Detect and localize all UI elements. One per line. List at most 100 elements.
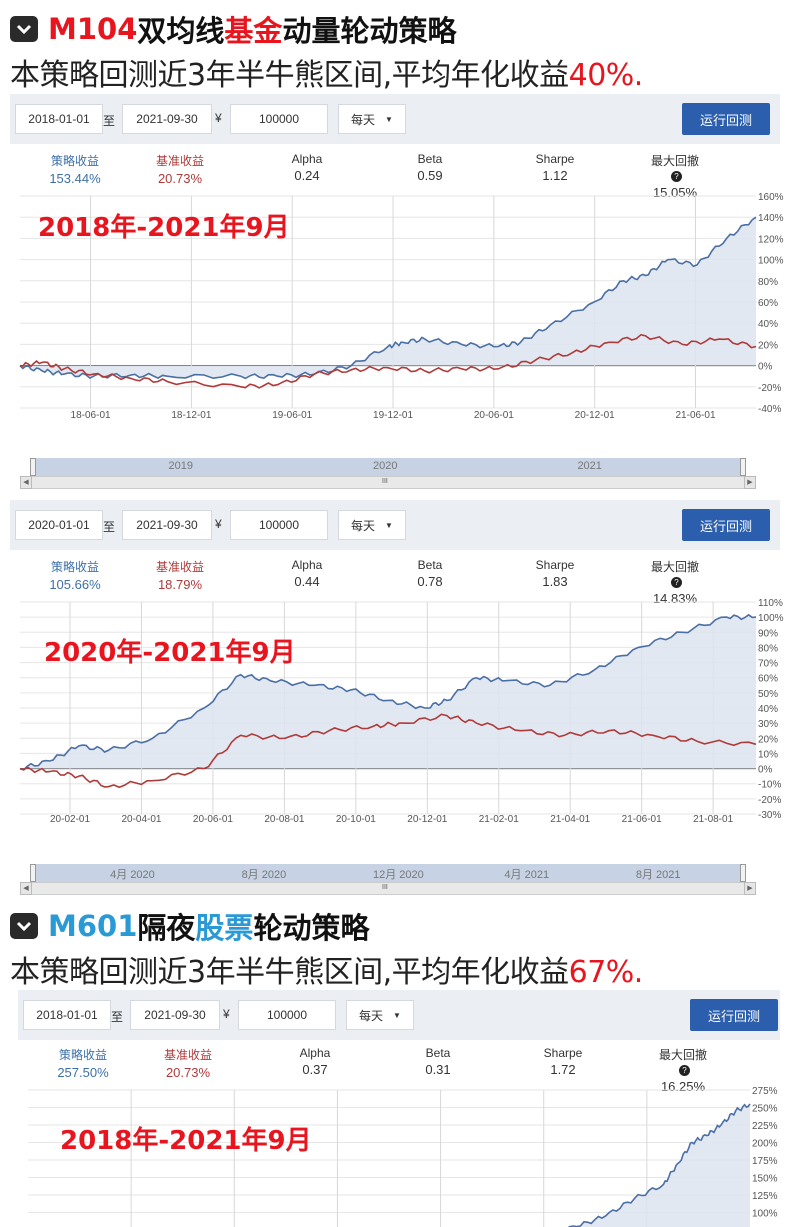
- y-tick-label: 100%: [752, 1209, 778, 1220]
- frequency-select[interactable]: 每天 ▼: [338, 104, 406, 134]
- stat-2: Alpha 0.44: [252, 558, 362, 589]
- scrollbar-grip[interactable]: III: [382, 478, 388, 485]
- scrollbar-grip[interactable]: III: [382, 884, 388, 891]
- stat-2: Alpha 0.24: [252, 152, 362, 183]
- x-tick-label: 21-08-01: [693, 814, 733, 825]
- run-backtest-button[interactable]: 运行回测: [682, 509, 770, 541]
- navigator-right-handle[interactable]: [740, 864, 746, 882]
- x-tick-label: 21-02-01: [479, 814, 519, 825]
- navigator-left-handle[interactable]: [30, 864, 36, 882]
- end-date-input[interactable]: 2021-09-30: [122, 510, 212, 540]
- help-icon[interactable]: ?: [679, 1065, 690, 1076]
- y-tick-label: -20%: [758, 795, 781, 806]
- stat-value: 0.44: [294, 574, 320, 589]
- stat-label: 策略收益: [50, 560, 99, 574]
- navigator-year-label: 2020: [373, 460, 398, 472]
- stat-1: 基准收益 18.79%: [125, 558, 235, 592]
- stat-label: 基准收益: [163, 1048, 212, 1062]
- period-annotation: 2020年-2021年9月: [44, 638, 296, 668]
- stat-2: Alpha 0.37: [260, 1046, 370, 1077]
- stat-0: 策略收益 105.66%: [20, 558, 130, 592]
- y-tick-label: 160%: [758, 192, 784, 203]
- stat-label: 最大回撤: [650, 560, 699, 574]
- y-tick-label: 40%: [758, 704, 778, 715]
- initial-capital-input[interactable]: 100000: [238, 1000, 336, 1030]
- strategy-area: [569, 1104, 750, 1227]
- section2-title: M601 隔夜 股票 轮动策略: [10, 905, 369, 947]
- x-tick-label: 20-06-01: [193, 814, 233, 825]
- stat-4: Sharpe 1.72: [508, 1046, 618, 1077]
- scroll-right-icon[interactable]: ▶: [744, 476, 756, 489]
- y-tick-label: 250%: [752, 1104, 778, 1115]
- initial-capital-input[interactable]: 100000: [230, 104, 328, 134]
- navigator-year-label: 2019: [168, 460, 194, 472]
- title-part-a: 隔夜: [137, 911, 196, 945]
- y-tick-label: -20%: [758, 383, 781, 394]
- title-part-b: 基金: [224, 14, 283, 48]
- x-tick-label: 20-12-01: [575, 410, 615, 421]
- stat-0: 策略收益 257.50%: [28, 1046, 138, 1080]
- period-annotation: 2018年-2021年9月: [38, 213, 290, 243]
- title-part-c: 动量轮动策略: [282, 14, 457, 48]
- stat-value: 20.73%: [157, 171, 203, 186]
- start-date-input[interactable]: 2018-01-01: [23, 1000, 111, 1030]
- stat-value: 1.12: [542, 168, 568, 183]
- section2-subtitle: 本策略回测近3年半牛熊区间,平均年化收益67%.: [10, 947, 643, 991]
- stat-3: Beta 0.59: [375, 152, 485, 183]
- benchmark-line: [19, 333, 757, 389]
- start-date-input[interactable]: 2020-01-01: [15, 510, 103, 540]
- y-tick-label: 40%: [758, 319, 778, 330]
- y-tick-label: 30%: [758, 719, 778, 730]
- frequency-value: 每天: [359, 1008, 384, 1023]
- scroll-left-icon[interactable]: ◀: [20, 476, 32, 489]
- x-tick-label: 20-06-01: [474, 410, 514, 421]
- strategy-line: [19, 613, 757, 771]
- subtitle-highlight: 67%.: [568, 955, 644, 990]
- stat-1: 基准收益 20.73%: [133, 1046, 243, 1080]
- end-date-input[interactable]: 2021-09-30: [130, 1000, 220, 1030]
- run-backtest-button[interactable]: 运行回测: [690, 999, 778, 1031]
- y-tick-label: 225%: [752, 1121, 778, 1132]
- frequency-select[interactable]: 每天 ▼: [346, 1000, 414, 1030]
- strategy-area: [20, 217, 756, 379]
- y-tick-label: 200%: [752, 1139, 778, 1150]
- frequency-select[interactable]: 每天 ▼: [338, 510, 406, 540]
- navigator-right-handle[interactable]: [740, 458, 746, 476]
- navigator-left-handle[interactable]: [30, 458, 36, 476]
- navigator-track[interactable]: [30, 458, 746, 476]
- scroll-right-icon[interactable]: ▶: [744, 882, 756, 895]
- y-tick-label: -40%: [758, 404, 781, 415]
- scroll-left-icon[interactable]: ◀: [20, 882, 32, 895]
- y-tick-label: 80%: [758, 643, 778, 654]
- range-navigator[interactable]: ◀ ▶ 4月 2020 8月 2020 12月 2020 4月 2021 8月 2021 II…: [20, 862, 756, 896]
- stat-value: 105.66%: [49, 577, 101, 592]
- initial-capital-input[interactable]: 100000: [230, 510, 328, 540]
- frequency-value: 每天: [351, 518, 376, 533]
- chevron-down-icon: [10, 16, 38, 42]
- start-date-input[interactable]: 2018-01-01: [15, 104, 103, 134]
- title-part-b: 股票: [195, 911, 254, 945]
- end-date-input[interactable]: 2021-09-30: [122, 104, 212, 134]
- navigator-year-label: 8月 2021: [635, 869, 681, 881]
- y-tick-label: 20%: [758, 734, 778, 745]
- x-tick-label: 19-12-01: [373, 410, 413, 421]
- stat-value: 1.83: [542, 574, 568, 589]
- stat-label: 策略收益: [58, 1048, 107, 1062]
- chart-2: 110% 100% 90% 80% 70% 60% 50% 40% 30% 20% 10% 0% -10…: [19, 598, 784, 825]
- stat-label: Alpha: [299, 1046, 331, 1060]
- y-tick-label: 20%: [758, 340, 778, 351]
- stat-label: 策略收益: [50, 154, 99, 168]
- strategy-code: M601: [48, 909, 138, 943]
- period-annotation: 2018年-2021年9月: [60, 1126, 312, 1156]
- subtitle-highlight: 40%.: [568, 58, 644, 93]
- run-backtest-button[interactable]: 运行回测: [682, 103, 770, 135]
- navigator-track[interactable]: [30, 864, 746, 882]
- y-tick-label: 100%: [758, 256, 784, 267]
- y-tick-label: 110%: [758, 598, 783, 609]
- range-navigator[interactable]: ◀ ▶ 2019 2020 2021 III: [20, 456, 756, 490]
- help-icon[interactable]: ?: [671, 171, 682, 182]
- help-icon[interactable]: ?: [671, 577, 682, 588]
- y-tick-label: 120%: [758, 234, 784, 245]
- x-tick-label: 21-06-01: [622, 814, 662, 825]
